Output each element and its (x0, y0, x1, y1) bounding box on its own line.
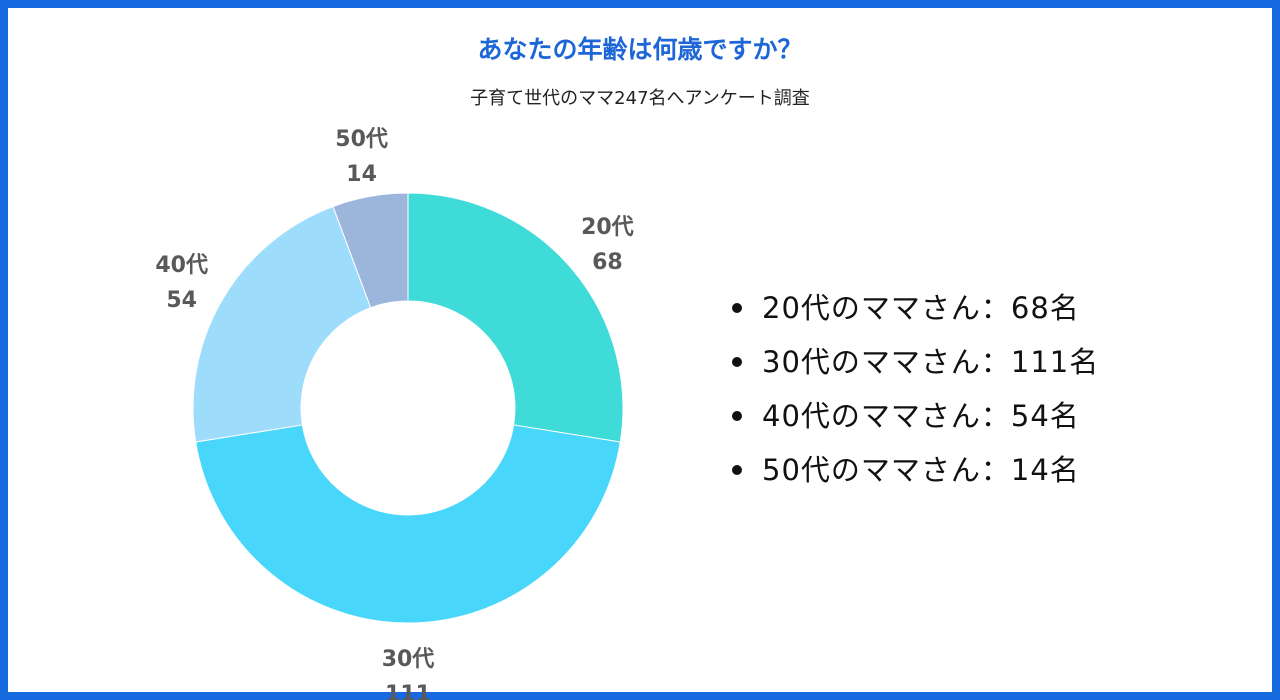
slice-50代 (332, 192, 409, 309)
legend-text-20s: 20代のママさん：68名 (762, 291, 1080, 325)
slice-label-category: 50代 (335, 127, 388, 152)
legend-item-30s: 30代のママさん：111名 (730, 342, 1099, 396)
slice-label-category: 30代 (382, 647, 435, 672)
legend-text-40s: 40代のママさん：54名 (762, 399, 1080, 433)
bullet-icon (732, 303, 742, 313)
slice-label-value: 111 (385, 682, 431, 700)
legend-item-40s: 40代のママさん：54名 (730, 396, 1099, 450)
bullet-icon (732, 411, 742, 421)
chart-title: あなたの年齢は何歳ですか？ (477, 35, 803, 64)
legend-item-50s: 50代のママさん：14名 (730, 450, 1099, 504)
slice-40代 (192, 205, 372, 443)
slice-label-value: 14 (346, 162, 377, 187)
legend-item-20s: 20代のママさん：68名 (730, 288, 1099, 342)
legend-text-30s: 30代のママさん：111名 (762, 345, 1100, 379)
bullet-icon (732, 465, 742, 475)
slice-20代 (407, 192, 624, 443)
chart-subtitle: 子育て世代のママ247名へアンケート調査 (470, 88, 810, 109)
slice-label-category: 40代 (155, 253, 208, 278)
slice-label-category: 20代 (581, 215, 634, 240)
slice-30代 (195, 424, 621, 624)
legend-text-50s: 50代のママさん：14名 (762, 453, 1080, 487)
legend-list: 20代のママさん：68名 30代のママさん：111名 40代のママさん：54名 … (730, 288, 1099, 504)
slice-label-value: 54 (166, 288, 197, 313)
slice-label-value: 68 (592, 250, 623, 275)
bullet-icon (732, 357, 742, 367)
